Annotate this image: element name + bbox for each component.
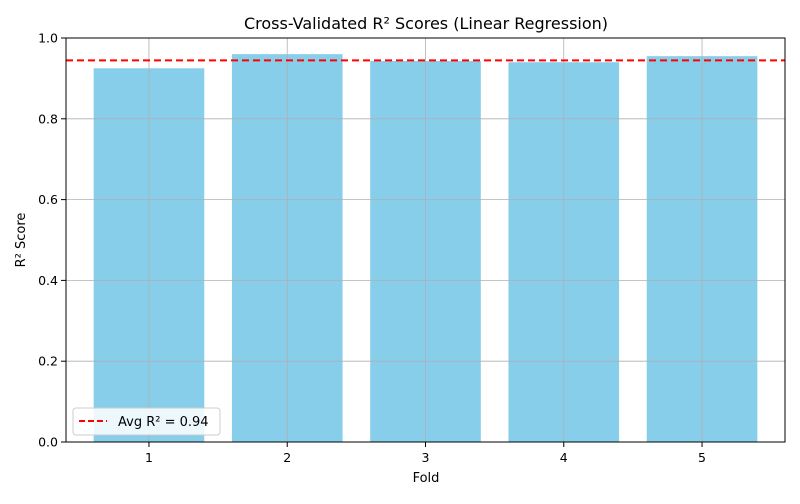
x-tick-label: 4 [560,450,568,465]
legend-box [72,407,221,436]
y-tick-label: 0.0 [38,435,58,450]
legend-entry-label: Avg R² = 0.94 [118,415,209,430]
y-axis-label: R² Score [14,213,29,268]
x-tick-label: 3 [422,450,430,465]
y-ticks-layer: 0.0 0.2 0.4 0.6 0.8 1.0 [38,31,66,450]
x-tick-label: 2 [283,450,291,465]
y-tick-label: 0.2 [38,354,58,369]
y-tick-label: 0.6 [38,192,58,207]
x-tick-label: 5 [698,450,706,465]
x-axis-label: Fold [413,471,440,486]
x-tick-label: 1 [145,450,153,465]
chart-title: Cross-Validated R² Scores (Linear Regres… [244,14,608,33]
y-tick-label: 1.0 [38,31,58,46]
y-tick-label: 0.4 [38,273,58,288]
legend: Avg R² = 0.94 [72,407,221,436]
y-tick-label: 0.8 [38,111,58,126]
x-ticks-layer: 1 2 3 4 5 [145,442,706,465]
